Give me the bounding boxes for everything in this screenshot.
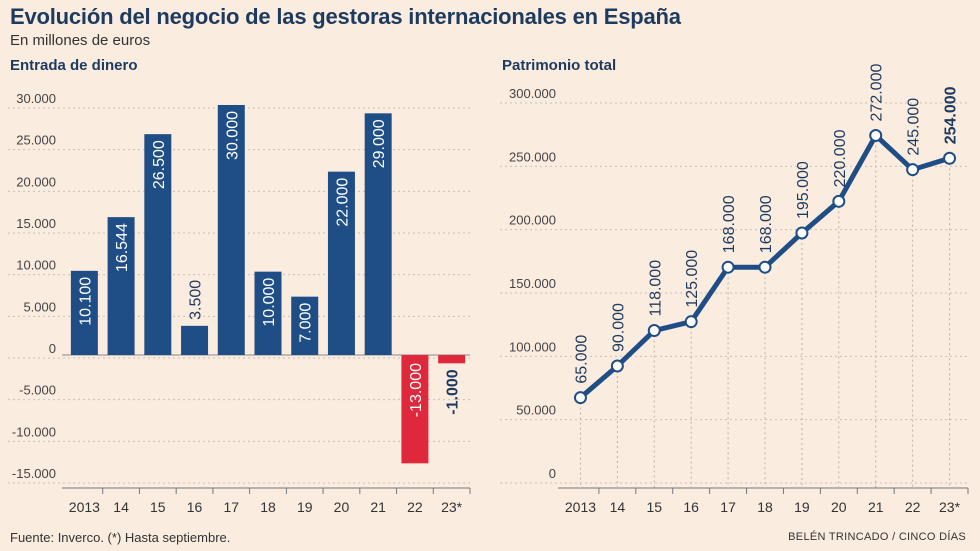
bar xyxy=(70,270,98,355)
point-value-label: 90.000 xyxy=(610,303,627,352)
y-tick-label: 0 xyxy=(549,466,556,481)
y-tick-label: 10.000 xyxy=(16,258,56,273)
bar xyxy=(144,134,172,355)
x-tick-label: 18 xyxy=(757,499,773,515)
bar xyxy=(217,105,245,355)
y-tick-label: 150.000 xyxy=(509,276,556,291)
y-tick-label: -15.000 xyxy=(12,466,56,481)
bar xyxy=(254,271,282,355)
bar-value-label: -13.000 xyxy=(408,363,425,417)
bar xyxy=(364,113,392,355)
x-tick-label: 16 xyxy=(187,499,203,515)
x-tick-label: 2013 xyxy=(69,499,100,515)
line-point xyxy=(758,260,772,274)
x-tick-label: 22 xyxy=(407,499,423,515)
point-value-label: 118.000 xyxy=(647,260,664,317)
x-tick-label: 14 xyxy=(610,499,626,515)
point-value-label: 195.000 xyxy=(795,161,812,219)
line-chart: Patrimonio total300.000250.000200.000150… xyxy=(500,57,969,515)
point-value-label: 168.000 xyxy=(758,195,775,253)
bar xyxy=(401,355,429,464)
line-point xyxy=(795,226,809,240)
bar-value-label: 7.000 xyxy=(298,303,315,343)
x-tick-label: 21 xyxy=(370,499,386,515)
chart-subtitle: En millones de euros xyxy=(10,32,151,49)
point-value-label: 245.000 xyxy=(906,98,923,156)
y-tick-label: -10.000 xyxy=(12,424,56,439)
x-tick-label: 16 xyxy=(683,499,699,515)
point-value-label: 254.000 xyxy=(943,86,960,144)
x-tick-label: 22 xyxy=(905,499,921,515)
x-tick-label: 23* xyxy=(441,499,463,515)
x-tick-label: 20 xyxy=(334,499,350,515)
y-tick-label: 250.000 xyxy=(509,149,556,164)
x-tick-label: 19 xyxy=(794,499,810,515)
point-value-label: 65.000 xyxy=(573,335,590,384)
line-point xyxy=(573,391,587,405)
x-tick-label: 17 xyxy=(720,499,736,515)
y-tick-label: -5.000 xyxy=(19,383,56,398)
y-tick-label: 50.000 xyxy=(516,403,556,418)
x-tick-label: 20 xyxy=(831,499,847,515)
y-tick-label: 200.000 xyxy=(509,213,556,228)
y-tick-label: 20.000 xyxy=(16,174,56,189)
line-point xyxy=(943,151,957,165)
x-tick-label: 15 xyxy=(646,499,662,515)
x-tick-label: 18 xyxy=(260,499,276,515)
bar-value-label: -1.000 xyxy=(445,369,462,414)
bar xyxy=(327,171,355,355)
point-value-label: 220.000 xyxy=(832,129,849,187)
y-tick-label: 100.000 xyxy=(509,339,556,354)
y-tick-label: 0 xyxy=(49,341,56,356)
bar-value-label: 29.000 xyxy=(371,119,388,168)
x-tick-label: 17 xyxy=(223,499,239,515)
y-tick-label: 15.000 xyxy=(16,216,56,231)
y-tick-label: 25.000 xyxy=(16,133,56,148)
x-tick-label: 21 xyxy=(868,499,884,515)
x-tick-label: 14 xyxy=(113,499,129,515)
chart-title: Evolución del negocio de las gestoras in… xyxy=(10,4,681,29)
x-tick-label: 2013 xyxy=(565,499,596,515)
x-tick-label: 19 xyxy=(297,499,313,515)
bar-chart: Entrada de dinero 30.000 25.000 20.000 15.00… xyxy=(8,57,471,515)
point-value-label: 272.000 xyxy=(869,64,886,122)
bar xyxy=(438,355,466,364)
source-note: Fuente: Inverco. (*) Hasta septiembre. xyxy=(10,530,231,545)
credit-note: BELÉN TRINCADO / CINCO DÍAS xyxy=(788,531,966,543)
y-tick-label: 300.000 xyxy=(509,86,556,101)
bar xyxy=(181,325,209,355)
point-value-label: 125.000 xyxy=(684,250,701,308)
line-point xyxy=(684,315,698,329)
y-tick-label: 5.000 xyxy=(23,299,56,314)
bar-chart-title: Entrada de dinero xyxy=(10,57,138,74)
point-value-label: 168.000 xyxy=(721,195,738,253)
y-tick-label: 30.000 xyxy=(16,91,56,106)
bar-value-label: 26.500 xyxy=(151,140,168,189)
x-tick-label: 15 xyxy=(150,499,166,515)
line-chart-title: Patrimonio total xyxy=(502,57,616,74)
bar-value-label: 10.100 xyxy=(77,277,94,326)
bar-value-label: 3.500 xyxy=(188,280,205,320)
bar-value-label: 16.544 xyxy=(114,223,131,272)
bar xyxy=(107,217,135,355)
bar-value-label: 30.000 xyxy=(224,111,241,160)
line-point xyxy=(869,128,883,142)
line-point xyxy=(721,260,735,274)
line-point xyxy=(647,324,661,338)
line-point xyxy=(610,359,624,373)
line-point xyxy=(906,163,920,177)
x-tick-label: 23* xyxy=(939,499,961,515)
line-point xyxy=(832,194,846,208)
bar-value-label: 22.000 xyxy=(334,178,351,227)
bar-value-label: 10.000 xyxy=(261,278,278,327)
bar xyxy=(291,296,319,355)
